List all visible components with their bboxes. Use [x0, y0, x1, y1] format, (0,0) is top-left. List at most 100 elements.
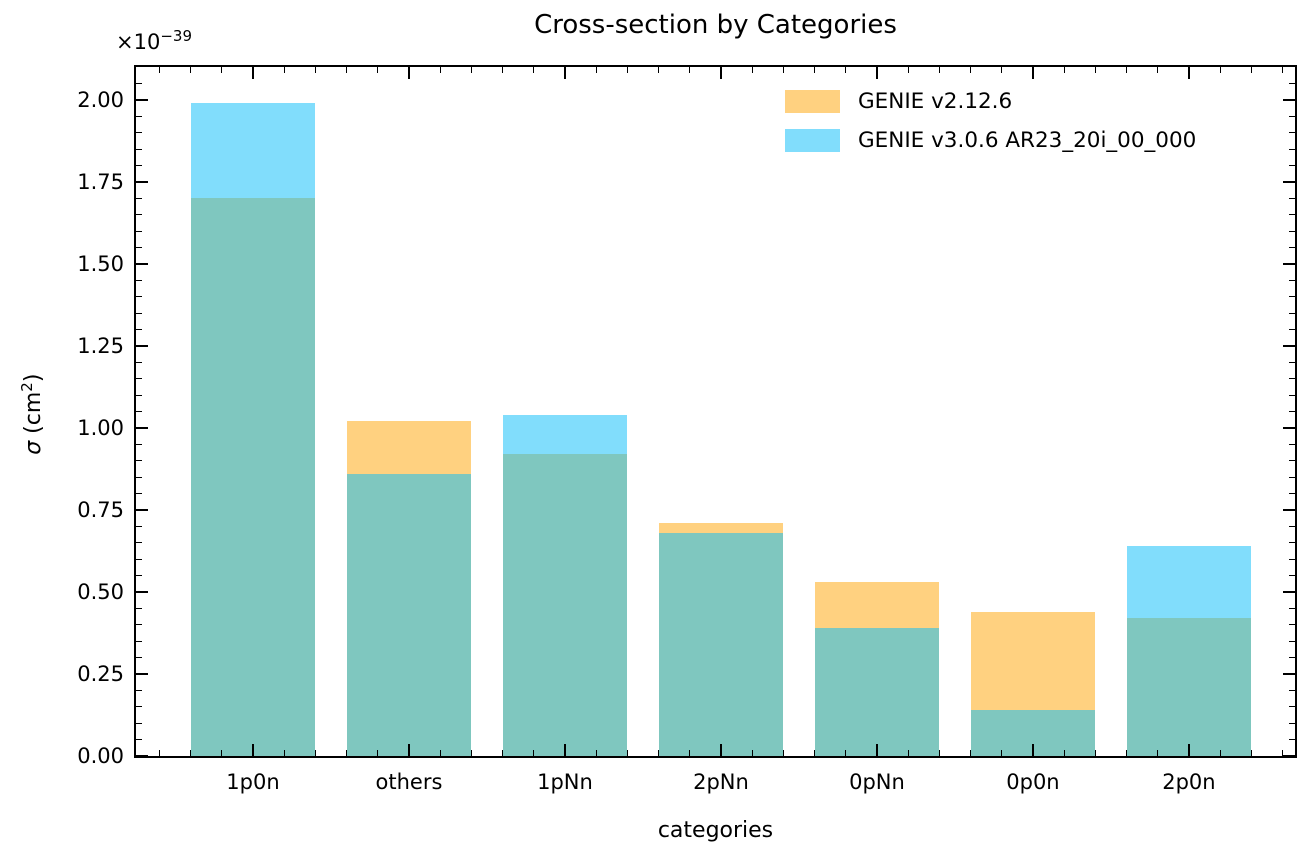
tick-mark [563, 744, 566, 756]
tick-mark [136, 722, 142, 724]
bar-0pNn-top [814, 582, 940, 628]
tick-mark [1250, 750, 1252, 756]
tick-mark [814, 750, 816, 756]
tick-mark [782, 750, 784, 756]
tick-mark [1250, 67, 1252, 73]
tick-mark [136, 98, 148, 101]
tick-mark [1289, 460, 1295, 462]
bar-1p0n-top [190, 103, 316, 199]
x-tick-label-0pNn: 0pNn [849, 770, 905, 794]
y-tick-label: 2.00 [77, 87, 124, 112]
tick-mark [136, 657, 142, 659]
tick-mark [314, 67, 316, 73]
tick-mark [1001, 750, 1003, 756]
tick-mark [1187, 744, 1190, 756]
tick-mark [814, 67, 816, 73]
tick-mark [136, 279, 142, 281]
legend-swatch-orange [785, 90, 840, 113]
tick-mark [190, 67, 192, 73]
bar-2pNn-overlap [658, 532, 784, 756]
tick-mark [1289, 328, 1295, 330]
tick-mark [136, 590, 148, 593]
x-tick-label-1pNn: 1pNn [537, 770, 593, 794]
tick-mark [136, 296, 142, 298]
tick-mark [136, 246, 142, 248]
tick-mark [1282, 67, 1284, 73]
tick-mark [658, 67, 660, 73]
tick-mark [136, 607, 142, 609]
tick-mark [1289, 657, 1295, 659]
tick-mark [938, 750, 940, 756]
legend-entry-genie-v2: GENIE v2.12.6 [785, 89, 1196, 114]
tick-mark [1289, 542, 1295, 544]
tick-mark [158, 67, 160, 73]
bar-0p0n-top [970, 611, 1096, 711]
tick-mark [136, 148, 142, 150]
tick-mark [251, 67, 254, 79]
legend-label: GENIE v3.0.6 AR23_20i_00_000 [858, 128, 1197, 153]
tick-mark [1283, 590, 1295, 593]
tick-mark [136, 262, 148, 265]
tick-mark [563, 67, 566, 79]
tick-mark [1289, 132, 1295, 134]
tick-mark [251, 744, 254, 756]
tick-mark [136, 493, 142, 495]
tick-mark [1283, 755, 1295, 757]
y-tick-label: 1.75 [77, 169, 124, 194]
tick-mark [1157, 67, 1159, 73]
tick-mark [136, 640, 142, 642]
tick-mark [1289, 722, 1295, 724]
tick-mark [1219, 67, 1221, 73]
tick-mark [1289, 296, 1295, 298]
bar-2p0n-top [1126, 546, 1252, 619]
tick-mark [719, 744, 722, 756]
tick-mark [1289, 312, 1295, 314]
tick-mark [1289, 739, 1295, 741]
y-tick-label: 1.50 [77, 251, 124, 276]
tick-mark [1094, 750, 1096, 756]
tick-mark [907, 67, 909, 73]
legend-swatch-blue [785, 129, 840, 152]
tick-mark [136, 476, 142, 478]
tick-mark [1283, 262, 1295, 265]
bar-1p0n-overlap [190, 198, 316, 756]
tick-mark [314, 750, 316, 756]
tick-mark [136, 132, 142, 134]
tick-mark [377, 750, 379, 756]
tick-mark [938, 67, 940, 73]
tick-mark [1157, 750, 1159, 756]
y-tick-label: 0.25 [77, 661, 124, 686]
y-axis-offset-label: ×10−39 [116, 27, 192, 54]
legend-entry-genie-v3: GENIE v3.0.6 AR23_20i_00_000 [785, 128, 1196, 153]
bar-others-overlap [346, 473, 472, 756]
bar-2pNn-top [658, 523, 784, 533]
plot-area: GENIE v2.12.6 GENIE v3.0.6 AR23_20i_00_0… [134, 65, 1297, 758]
tick-mark [1094, 67, 1096, 73]
tick-mark [875, 67, 878, 79]
tick-mark [907, 750, 909, 756]
tick-mark [136, 312, 142, 314]
x-tick-label-1p0n: 1p0n [226, 770, 280, 794]
tick-mark [658, 750, 660, 756]
tick-mark [502, 67, 504, 73]
tick-mark [283, 750, 285, 756]
tick-mark [970, 67, 972, 73]
tick-mark [136, 197, 142, 199]
tick-mark [439, 67, 441, 73]
tick-mark [136, 755, 148, 757]
tick-mark [377, 67, 379, 73]
tick-mark [845, 67, 847, 73]
tick-mark [136, 508, 148, 511]
tick-mark [1063, 67, 1065, 73]
tick-mark [136, 706, 142, 708]
tick-mark [1289, 148, 1295, 150]
tick-mark [136, 214, 142, 216]
x-tick-label-2p0n: 2p0n [1162, 770, 1216, 794]
tick-mark [1289, 493, 1295, 495]
y-tick-label: 1.00 [77, 415, 124, 440]
tick-mark [1283, 426, 1295, 429]
tick-mark [1289, 575, 1295, 577]
tick-mark [1289, 558, 1295, 560]
tick-mark [470, 67, 472, 73]
tick-mark [1283, 672, 1295, 675]
